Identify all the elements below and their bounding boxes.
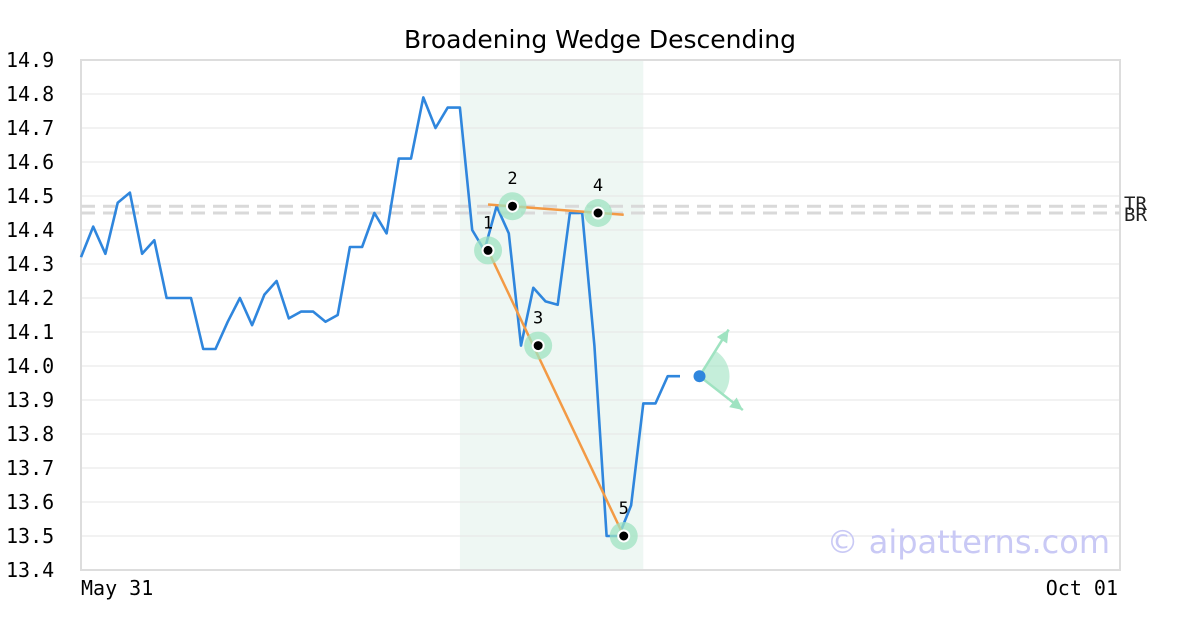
projection-arrowhead xyxy=(729,397,743,411)
pattern-point-label: 2 xyxy=(507,169,517,189)
y-tick-label: 14.5 xyxy=(6,184,54,208)
highlight-region xyxy=(459,60,644,570)
y-tick-label: 13.7 xyxy=(6,456,54,480)
pattern-point-label: 1 xyxy=(483,213,493,233)
gridlines xyxy=(81,59,1120,571)
price-series-line xyxy=(79,96,680,538)
current-price-point xyxy=(693,370,706,383)
y-tick-label: 14.3 xyxy=(6,252,54,276)
pattern-point-label: 5 xyxy=(619,499,629,519)
pattern-point xyxy=(591,206,605,220)
x-axis-ticks: May 31 Oct 01 xyxy=(81,576,1118,600)
y-tick-label: 14.1 xyxy=(6,320,54,344)
series-layer xyxy=(79,96,680,538)
projection-arrowhead xyxy=(716,329,729,344)
y-tick-label: 14.8 xyxy=(6,82,54,106)
chart-title: Broadening Wedge Descending xyxy=(404,25,796,54)
y-tick-label: 14.0 xyxy=(6,354,54,378)
pattern-point-label: 4 xyxy=(593,176,603,196)
lower-trend-line xyxy=(486,249,625,537)
pattern-point xyxy=(505,199,519,213)
y-tick-label: 14.9 xyxy=(6,48,54,72)
pattern-points: 1 2 3 4 5 xyxy=(474,169,638,550)
plot-frame xyxy=(80,59,1121,571)
highlight-region-layer xyxy=(459,60,644,570)
y-tick-label: 14.2 xyxy=(6,286,54,310)
y-tick-label: 13.8 xyxy=(6,422,54,446)
y-tick-label: 13.4 xyxy=(6,558,54,582)
y-tick-label: 14.4 xyxy=(6,218,54,242)
pattern-point xyxy=(531,339,545,353)
level-label-tr: TR xyxy=(1124,193,1147,215)
watermark: © aipatterns.com xyxy=(827,523,1110,561)
y-tick-label: 13.9 xyxy=(6,388,54,412)
projection-arrows xyxy=(693,328,744,412)
x-tick-label-start: May 31 xyxy=(81,576,153,600)
x-tick-label-end: Oct 01 xyxy=(1046,576,1118,600)
pattern-point xyxy=(481,243,495,257)
y-tick-label: 14.6 xyxy=(6,150,54,174)
y-tick-label: 14.7 xyxy=(6,116,54,140)
level-label-br: BR xyxy=(1124,204,1147,226)
pattern-point-label: 3 xyxy=(533,309,543,329)
projection-sector xyxy=(699,350,730,395)
y-tick-label: 13.6 xyxy=(6,490,54,514)
y-axis-ticks: 14.9 14.8 14.7 14.6 14.5 14.4 14.3 14.2 14.1 14.0… xyxy=(6,48,54,582)
y-tick-label: 13.5 xyxy=(6,524,54,548)
pattern-point xyxy=(617,529,631,543)
